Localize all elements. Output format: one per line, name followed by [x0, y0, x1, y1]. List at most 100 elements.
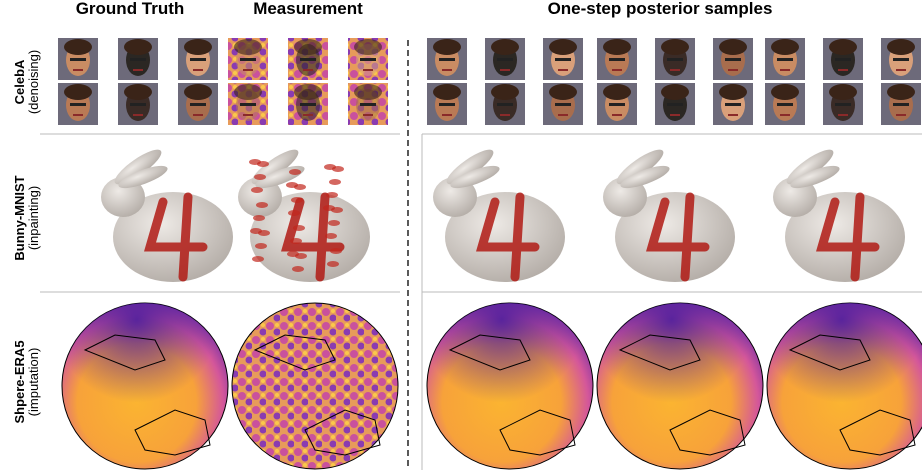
eyes	[190, 58, 206, 61]
bunny-image	[773, 144, 905, 282]
eyes	[497, 103, 513, 106]
eyes	[70, 103, 86, 106]
face-image	[543, 83, 583, 125]
mouth	[363, 114, 373, 116]
noise-blob	[328, 220, 340, 226]
noise-blob	[254, 174, 266, 180]
mouth	[612, 69, 622, 71]
noise-blob	[293, 225, 305, 231]
mouth	[193, 114, 203, 116]
globe-image	[767, 303, 922, 469]
face-image	[228, 83, 268, 125]
row-label: Bunny-MNIST(inpainting)	[12, 175, 41, 260]
hair	[124, 84, 152, 100]
noise-blob	[256, 202, 268, 208]
mouth	[500, 69, 510, 71]
hair	[234, 84, 262, 100]
hair	[184, 39, 212, 55]
task-name: (inpainting)	[26, 186, 41, 250]
globe-image	[232, 303, 398, 469]
eyes	[130, 103, 146, 106]
face-image	[713, 38, 753, 80]
mouth	[133, 114, 143, 116]
eyes	[609, 103, 625, 106]
hair	[661, 39, 689, 55]
hair	[433, 84, 461, 100]
noise-blob	[327, 261, 339, 267]
mouth	[896, 69, 906, 71]
eyes	[667, 103, 683, 106]
mouth	[670, 114, 680, 116]
figure: Ground Truth Measurement One-step poster…	[0, 0, 922, 470]
mouth	[780, 114, 790, 116]
mouth	[728, 114, 738, 116]
face-image	[228, 38, 268, 80]
globe-cold	[597, 303, 763, 469]
face-image	[348, 83, 388, 125]
noise-blob	[253, 215, 265, 221]
face-image	[288, 83, 328, 125]
task-name: (denoising)	[26, 50, 41, 114]
face-image	[288, 38, 328, 80]
hair	[294, 39, 322, 55]
dataset-name: CelebA	[12, 59, 27, 104]
dataset-name: Shpere-ERA5	[12, 340, 27, 423]
eyes	[300, 58, 316, 61]
face-image	[427, 38, 467, 80]
eyes	[667, 58, 683, 61]
noise-blob	[325, 233, 337, 239]
mouth	[838, 114, 848, 116]
mouth	[303, 114, 313, 116]
eyes	[893, 103, 909, 106]
hair	[661, 84, 689, 100]
noise-blob	[255, 243, 267, 249]
column-header: Ground Truth	[76, 0, 185, 18]
mouth	[728, 69, 738, 71]
eyes	[190, 103, 206, 106]
bunny-image	[433, 144, 565, 282]
eyes	[240, 58, 256, 61]
hair	[184, 84, 212, 100]
eyes	[835, 103, 851, 106]
hair	[549, 39, 577, 55]
mouth	[442, 114, 452, 116]
hair	[354, 39, 382, 55]
noise-blob	[258, 230, 270, 236]
eyes	[777, 103, 793, 106]
globe-cold	[62, 303, 228, 469]
row-label: Shpere-ERA5(imputation)	[12, 340, 41, 423]
face-image	[765, 38, 805, 80]
hair	[433, 39, 461, 55]
hair	[549, 84, 577, 100]
noise-blob	[289, 169, 301, 175]
face-image	[597, 83, 637, 125]
face-image	[713, 83, 753, 125]
hair	[719, 39, 747, 55]
mouth	[612, 114, 622, 116]
face-image	[823, 83, 863, 125]
eyes	[555, 103, 571, 106]
noise-blob	[295, 253, 307, 259]
mouth	[243, 69, 253, 71]
face-image	[118, 38, 158, 80]
noise-blob	[288, 210, 300, 216]
hair	[887, 84, 915, 100]
column-header: Measurement	[253, 0, 363, 18]
mouth	[558, 114, 568, 116]
eyes	[70, 58, 86, 61]
eyes	[835, 58, 851, 61]
face-image	[58, 38, 98, 80]
eyes	[893, 58, 909, 61]
mouth	[670, 69, 680, 71]
column-header: One-step posterior samples	[548, 0, 773, 18]
noise-blob	[330, 248, 342, 254]
mouth	[133, 69, 143, 71]
hair	[719, 84, 747, 100]
row-label: CelebA(denoising)	[12, 50, 41, 114]
globe-cold	[427, 303, 593, 469]
mouth	[193, 69, 203, 71]
face-image	[597, 38, 637, 80]
hair	[124, 39, 152, 55]
hair	[491, 84, 519, 100]
face-image	[881, 38, 921, 80]
